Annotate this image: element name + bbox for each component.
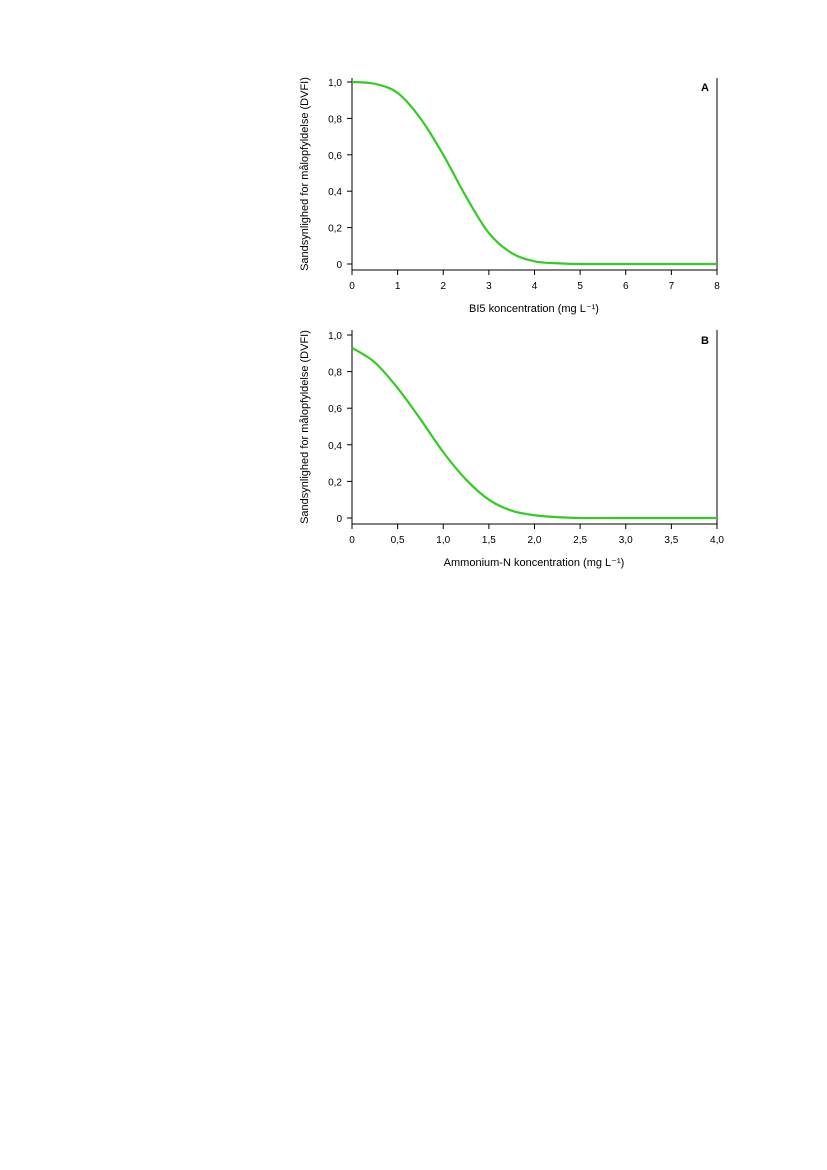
x-tick-label: 4 <box>532 281 538 292</box>
y-tick-label: 0 <box>336 514 342 525</box>
y-tick-label: 1,0 <box>328 78 342 89</box>
y-tick-label: 0,8 <box>328 368 342 379</box>
x-tick-label: 3 <box>486 281 492 292</box>
x-tick-label: 2 <box>440 281 446 292</box>
x-tick-label: 0 <box>349 281 355 292</box>
y-tick-label: 0 <box>336 260 342 271</box>
x-tick-label: 1 <box>395 281 401 292</box>
x-tick-label: 1,5 <box>482 535 496 546</box>
x-tick-label: 0,5 <box>391 535 405 546</box>
series-line <box>351 346 717 520</box>
y-tick-label: 0,2 <box>328 224 342 235</box>
y-tick-label: 1,0 <box>328 331 342 342</box>
y-axis-title: Sandsynlighed for målopfyldelse (DVFI) <box>299 330 311 524</box>
y-tick-label: 0,6 <box>328 404 342 415</box>
x-tick-label: 5 <box>577 281 583 292</box>
x-tick-label: 2,5 <box>573 535 587 546</box>
panel-label: B <box>701 335 709 347</box>
x-tick-label: 1,0 <box>436 535 450 546</box>
x-tick-label: 0 <box>349 535 355 546</box>
x-tick-label: 2,0 <box>528 535 542 546</box>
y-tick-label: 0,2 <box>328 477 342 488</box>
y-axis-title: Sandsynlighed for målopfyldelse (DVFI) <box>299 77 311 271</box>
x-tick-label: 6 <box>623 281 629 292</box>
x-axis-title: Ammonium-N koncentration (mg L⁻¹) <box>444 557 625 569</box>
panel-label: A <box>701 82 709 94</box>
y-tick-label: 0,4 <box>328 441 342 452</box>
tick-group: 0 1 2 3 4 5 6 7 8 0 0,2 0,4 0,6 0,8 1,0 <box>328 78 720 292</box>
x-tick-label: 3,5 <box>664 535 678 546</box>
x-axis-title: BI5 koncentration (mg L⁻¹) <box>469 303 599 315</box>
series-line <box>351 80 717 266</box>
tick-group: 0 0,5 1,0 1,5 2,0 2,5 3,0 3,5 4,0 0 0,2 0,4 0,6 0,8 1,… <box>328 331 724 546</box>
x-tick-label: 8 <box>714 281 720 292</box>
y-tick-label: 0,6 <box>328 151 342 162</box>
chart-panel-a: 0 1 2 3 4 5 6 7 8 0 0,2 0,4 0,6 0,8 1,0 A BI5 koncentr… <box>299 77 720 315</box>
x-tick-label: 3,0 <box>619 535 633 546</box>
x-tick-label: 4,0 <box>710 535 724 546</box>
chart-panel-b: 0 0,5 1,0 1,5 2,0 2,5 3,0 3,5 4,0 0 0,2 0,4 0,6 0,8 1,… <box>299 330 724 569</box>
y-tick-label: 0,4 <box>328 187 342 198</box>
y-tick-label: 0,8 <box>328 114 342 125</box>
x-tick-label: 7 <box>669 281 675 292</box>
